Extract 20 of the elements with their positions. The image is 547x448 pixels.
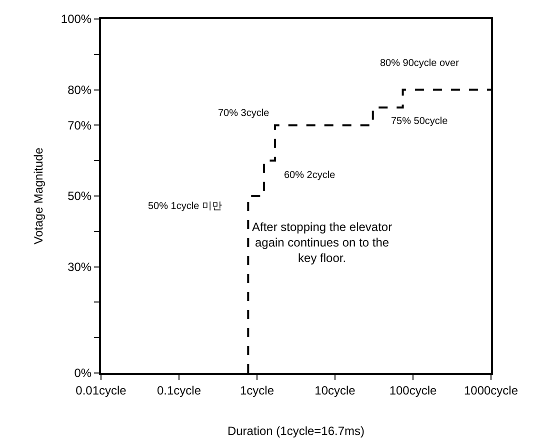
- annotation: 60% 2cycle: [284, 170, 336, 181]
- y-tick-label: 30%: [68, 260, 92, 274]
- x-tick-label: 1cycle: [240, 383, 274, 398]
- annotation: 70% 3cycle: [218, 108, 270, 119]
- x-tick-label: 100cycle: [389, 383, 437, 398]
- y-tick-label: 0%: [74, 366, 92, 380]
- x-axis-title: Duration (1cycle=16.7ms): [227, 424, 365, 438]
- annotation: 75% 50cycle: [391, 116, 448, 127]
- x-tick-label: 1000cycle: [464, 383, 518, 398]
- annotation: 50% 1cycle 미만: [148, 201, 222, 212]
- y-tick-label: 100%: [60, 12, 92, 26]
- y-axis-title: Votage Magnitude: [32, 147, 46, 244]
- annotation: 80% 90cycle over: [380, 58, 460, 69]
- x-tick-label: 10cycle: [314, 383, 356, 398]
- x-tick-label: 0.01cycle: [76, 383, 127, 398]
- annotation: After stopping the elevator again continues on to the key floor.: [252, 220, 392, 266]
- x-tick-label: 0.1cycle: [156, 383, 202, 398]
- y-tick-label: 70%: [68, 118, 92, 132]
- y-tick-label: 80%: [68, 83, 92, 97]
- y-tick-label: 50%: [68, 189, 92, 204]
